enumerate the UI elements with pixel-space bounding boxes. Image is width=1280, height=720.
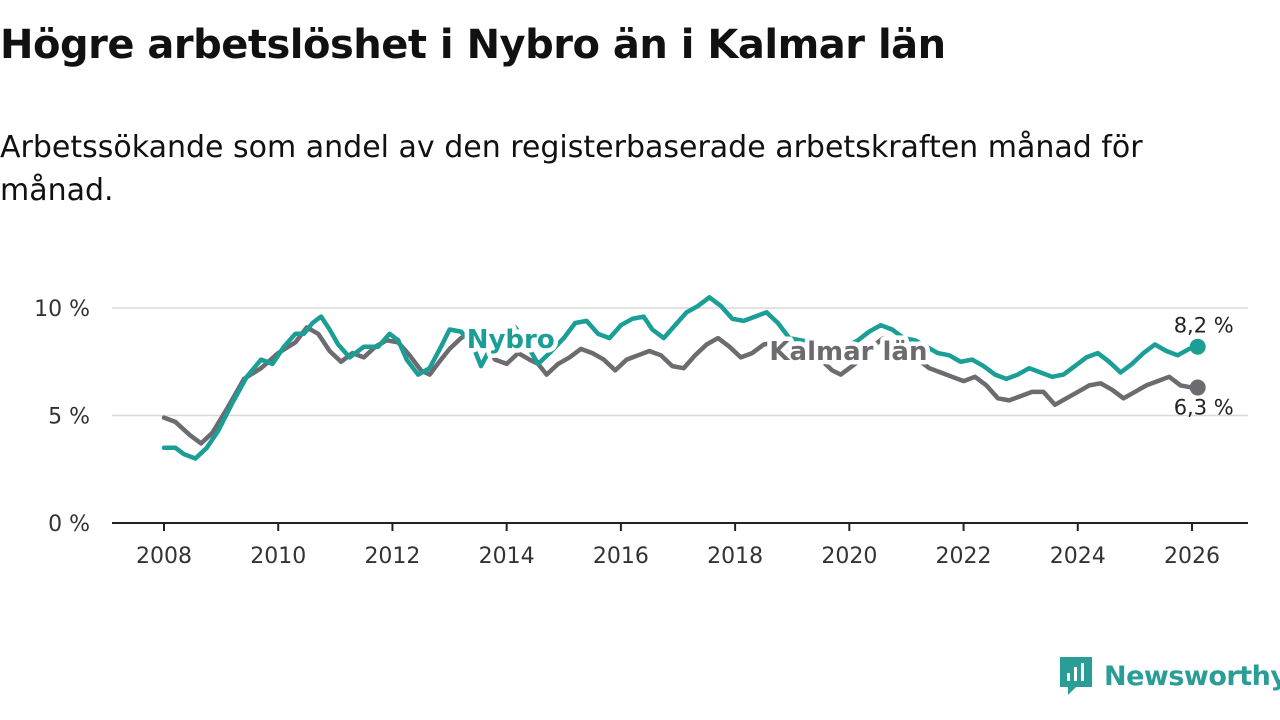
series-label-kalmar-lan-halo: Kalmar län: [769, 337, 927, 367]
x-tick-label: 2024: [1050, 544, 1106, 569]
x-tick-label: 2018: [707, 544, 763, 569]
brand-name: Newsworthy: [1104, 660, 1280, 692]
x-tick-label: 2014: [479, 544, 535, 569]
end-value-label-kalmar-lan: 6,3 %: [1174, 396, 1234, 420]
x-tick-label: 2026: [1164, 544, 1220, 569]
series-line-nybro: [161, 295, 1200, 461]
newsworthy-logo-icon: [1060, 657, 1092, 695]
y-tick-label: 0 %: [48, 512, 90, 537]
gridlines: [112, 307, 1248, 417]
series-label-kalmar-lan: Kalmar län: [769, 337, 927, 367]
x-tick-label: 2012: [364, 544, 420, 569]
axes: 0 % 5 % 10 % 2008 2010 2012 2014 2016 2018 2020 20…: [34, 297, 1248, 569]
series-label-nybro: Nybro: [467, 325, 555, 355]
x-tick-label: 2010: [250, 544, 306, 569]
end-value-label-nybro: 8,2 %: [1174, 314, 1234, 338]
y-tick-label: 5 %: [48, 405, 90, 430]
line-chart: 0 % 5 % 10 % 2008 2010 2012 2014 2016 2018 2020 20…: [34, 295, 1248, 569]
y-tick-label: 10 %: [34, 297, 90, 322]
brand: Newsworthy: [1058, 655, 1280, 697]
x-tick-label: 2016: [593, 544, 649, 569]
x-tick-label: 2008: [136, 544, 192, 569]
x-tick-label: 2022: [936, 544, 992, 569]
series-end-marker: [1189, 338, 1206, 355]
chart-subtitle: Arbetssökande som andel av den registerb…: [0, 130, 1143, 208]
x-tick-label: 2020: [821, 544, 877, 569]
series-line-kalmar-län: [161, 325, 1200, 446]
series-label-nybro-halo: Nybro: [467, 325, 555, 355]
series-end-marker: [1189, 379, 1206, 396]
chart-title: Högre arbetslöshet i Nybro än i Kalmar l…: [0, 22, 946, 68]
series-lines: [161, 295, 1206, 461]
